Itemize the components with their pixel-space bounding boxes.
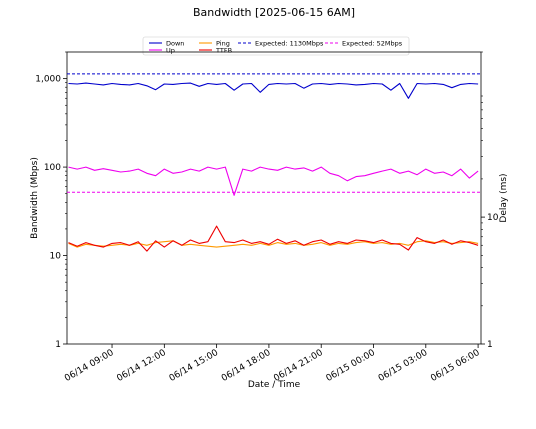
x-tick-label: 06/14 18:00 (220, 348, 273, 384)
legend-label: TTFB (215, 47, 232, 55)
y-axis-label: Bandwidth (Mbps) (30, 157, 40, 239)
series-line-ttfb (68, 225, 479, 252)
legend-label: Ping (216, 40, 230, 48)
y2-axis-label: Delay (ms) (499, 173, 509, 222)
x-tick-label: 06/15 03:00 (377, 348, 430, 384)
x-tick-label: 06/14 15:00 (168, 348, 221, 384)
y2-tick-label: 1 (487, 340, 493, 350)
series-line-down (68, 82, 479, 99)
chart-title: Bandwidth [2025-06-15 6AM] (193, 6, 355, 19)
y-tick-label: 10 (50, 252, 62, 262)
x-tick-label: 06/14 09:00 (63, 348, 116, 384)
y2-tick-label: 10 (487, 213, 499, 223)
y-tick-label: 1 (55, 340, 61, 350)
series-line-ping (68, 240, 479, 248)
legend-label: Down (166, 40, 184, 48)
x-axis: 06/14 09:00 06/14 12:00 06/14 15:00 06/14 1… (63, 344, 482, 384)
series-line-up (68, 166, 479, 196)
y-axis-left: 1 10 100 1,000 (35, 51, 67, 350)
x-tick-label: 06/15 06:00 (429, 348, 482, 384)
y-axis-right: 1 10 (481, 51, 499, 350)
legend-label: Up (166, 47, 175, 55)
y-tick-label: 100 (44, 163, 61, 173)
x-tick-label: 06/14 12:00 (115, 348, 168, 384)
legend-label: Expected: 52Mbps (342, 40, 403, 48)
legend-label: Expected: 1130Mbps (255, 40, 324, 48)
y-tick-label: 1,000 (35, 75, 61, 85)
x-tick-label: 06/14 21:00 (272, 348, 325, 384)
plot-area (66, 51, 482, 345)
plot-frame (66, 51, 482, 345)
x-tick-label: 06/15 00:00 (325, 348, 378, 384)
x-axis-label: Date / Time (248, 380, 301, 390)
